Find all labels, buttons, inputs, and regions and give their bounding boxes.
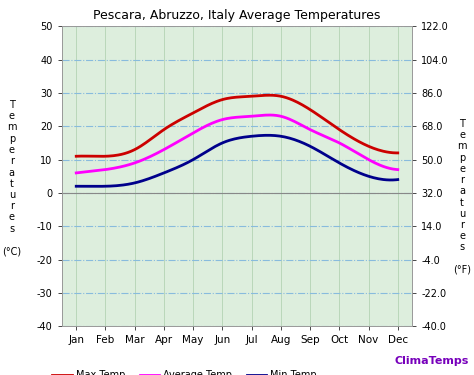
Average Temp bbox=[86, 169, 92, 174]
Text: a: a bbox=[459, 186, 465, 196]
Line: Max Temp: Max Temp bbox=[76, 95, 398, 156]
Text: u: u bbox=[459, 209, 465, 219]
Min Temp bbox=[161, 171, 166, 176]
Text: a: a bbox=[9, 168, 15, 177]
Max Temp bbox=[371, 146, 376, 150]
Average Temp bbox=[267, 113, 273, 117]
Min Temp bbox=[395, 177, 401, 182]
Max Temp bbox=[395, 151, 401, 155]
Min Temp bbox=[94, 184, 100, 189]
Title: Pescara, Abruzzo, Italy Average Temperatures: Pescara, Abruzzo, Italy Average Temperat… bbox=[93, 9, 381, 22]
Min Temp bbox=[86, 184, 92, 189]
Text: e: e bbox=[9, 111, 15, 121]
Text: e: e bbox=[459, 130, 465, 140]
Min Temp bbox=[382, 177, 388, 182]
Average Temp bbox=[380, 164, 386, 169]
Line: Average Temp: Average Temp bbox=[76, 115, 398, 173]
Legend: Max Temp, Average Temp, Min Temp: Max Temp, Average Temp, Min Temp bbox=[48, 367, 320, 375]
Text: r: r bbox=[460, 220, 464, 230]
Max Temp bbox=[73, 154, 79, 159]
Text: s: s bbox=[460, 243, 465, 252]
Text: e: e bbox=[459, 231, 465, 241]
Average Temp bbox=[93, 169, 99, 173]
Text: r: r bbox=[10, 201, 14, 211]
Average Temp bbox=[159, 148, 164, 153]
Text: (°C): (°C) bbox=[2, 246, 21, 256]
Min Temp bbox=[93, 184, 99, 189]
Max Temp bbox=[86, 154, 92, 158]
Text: e: e bbox=[9, 213, 15, 222]
Max Temp bbox=[98, 154, 103, 159]
Max Temp bbox=[135, 146, 140, 150]
Text: m: m bbox=[7, 123, 17, 132]
Min Temp bbox=[371, 176, 376, 180]
Text: r: r bbox=[460, 175, 464, 185]
Text: u: u bbox=[9, 190, 15, 200]
Min Temp bbox=[265, 133, 271, 138]
Text: (°F): (°F) bbox=[453, 265, 471, 275]
Text: r: r bbox=[10, 156, 14, 166]
Text: t: t bbox=[10, 179, 14, 189]
Max Temp bbox=[161, 128, 166, 132]
Text: e: e bbox=[459, 164, 465, 174]
Text: s: s bbox=[9, 224, 14, 234]
Text: t: t bbox=[460, 198, 464, 207]
Text: ClimaTemps: ClimaTemps bbox=[394, 356, 468, 366]
Text: p: p bbox=[9, 134, 15, 144]
Max Temp bbox=[93, 154, 99, 159]
Average Temp bbox=[369, 159, 375, 164]
Text: T: T bbox=[9, 100, 15, 110]
Min Temp bbox=[73, 184, 79, 189]
Average Temp bbox=[73, 171, 79, 175]
Min Temp bbox=[135, 180, 140, 184]
Average Temp bbox=[133, 160, 139, 165]
Max Temp bbox=[267, 93, 273, 98]
Line: Min Temp: Min Temp bbox=[76, 135, 398, 186]
Text: p: p bbox=[459, 153, 465, 162]
Average Temp bbox=[395, 167, 401, 172]
Text: m: m bbox=[457, 141, 467, 151]
Text: e: e bbox=[9, 145, 15, 155]
Text: T: T bbox=[459, 119, 465, 129]
Max Temp bbox=[382, 149, 388, 154]
